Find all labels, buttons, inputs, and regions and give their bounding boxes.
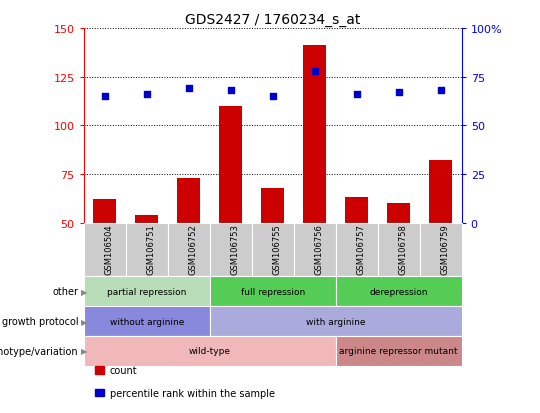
Text: other: other [52, 287, 78, 297]
Bar [93, 200, 116, 223]
Text: ▶: ▶ [81, 317, 87, 326]
Text: full repression: full repression [241, 287, 305, 296]
Title: GDS2427 / 1760234_s_at: GDS2427 / 1760234_s_at [185, 12, 360, 26]
Text: GSM106758: GSM106758 [399, 224, 408, 275]
Text: without arginine: without arginine [110, 317, 184, 326]
Bar [177, 178, 200, 223]
Text: wild-type: wild-type [188, 347, 231, 356]
Text: percentile rank within the sample: percentile rank within the sample [110, 388, 275, 398]
Text: count: count [110, 365, 137, 375]
Bar [261, 188, 284, 223]
Bar [429, 161, 453, 223]
Bar [387, 204, 410, 223]
Text: arginine repressor mutant: arginine repressor mutant [340, 347, 458, 356]
Text: GSM106757: GSM106757 [357, 224, 366, 275]
Text: derepression: derepression [369, 287, 428, 296]
Bar [303, 46, 326, 223]
Point [394, 90, 403, 96]
Text: GSM106752: GSM106752 [188, 224, 198, 275]
Point [436, 88, 445, 94]
Text: growth protocol: growth protocol [2, 316, 78, 326]
Text: GSM106753: GSM106753 [231, 224, 240, 275]
Point [268, 93, 277, 100]
Bar [135, 215, 158, 223]
Bar [219, 107, 242, 223]
Text: ▶: ▶ [81, 287, 87, 296]
Point [310, 68, 319, 75]
Point [353, 92, 361, 98]
Text: partial repression: partial repression [107, 287, 186, 296]
Text: ▶: ▶ [81, 347, 87, 356]
Text: GSM106755: GSM106755 [273, 224, 282, 275]
Text: GSM106756: GSM106756 [315, 224, 323, 275]
Point [143, 92, 151, 98]
Text: GSM106751: GSM106751 [147, 224, 156, 275]
Point [100, 93, 109, 100]
Text: GSM106759: GSM106759 [441, 224, 450, 275]
Point [184, 86, 193, 93]
Point [226, 88, 235, 94]
Bar [345, 198, 368, 223]
Text: with arginine: with arginine [306, 317, 366, 326]
Text: genotype/variation: genotype/variation [0, 346, 78, 356]
Text: GSM106504: GSM106504 [105, 224, 114, 275]
